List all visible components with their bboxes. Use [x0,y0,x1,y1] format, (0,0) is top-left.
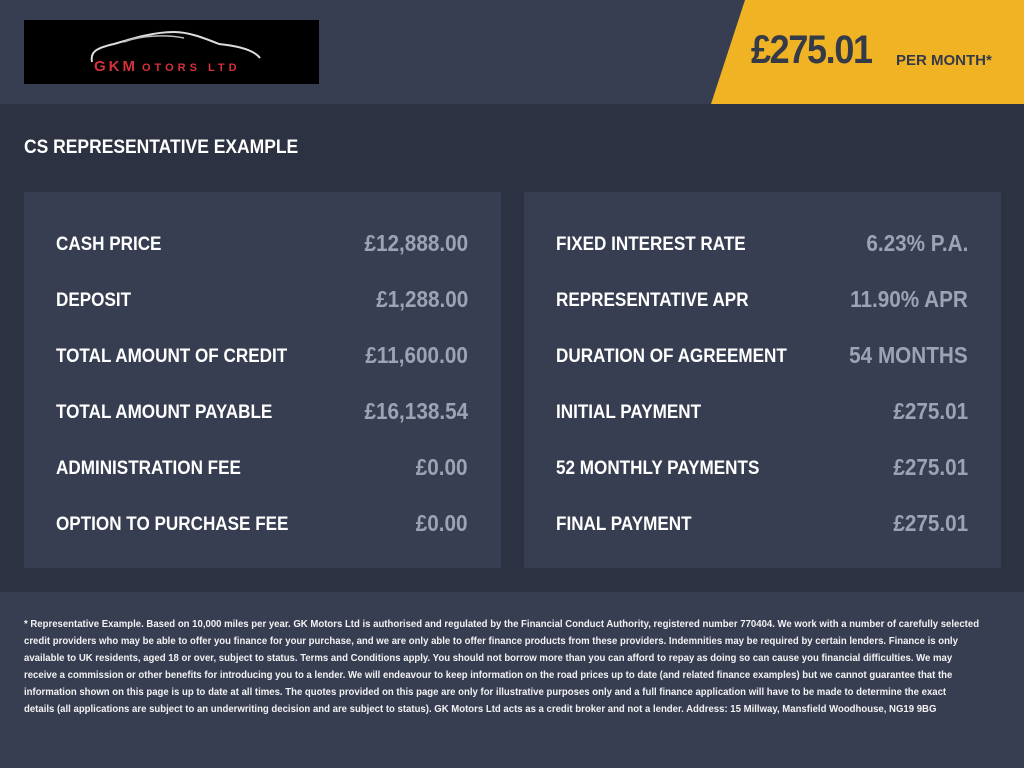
svg-text:OTORS LTD: OTORS LTD [142,62,241,74]
row-value: 54 MONTHS [849,342,968,368]
row-value: £0.00 [416,454,468,480]
finance-row: INITIAL PAYMENT £275.01 [524,390,1001,446]
row-label: DURATION OF AGREEMENT [556,346,787,367]
row-label: INITIAL PAYMENT [556,402,702,423]
gk-motors-logo: GKM OTORS LTD [24,20,319,84]
disclaimer-line: * Representative Example. Based on 10,00… [24,619,980,630]
finance-row: CASH PRICE £12,888.00 [24,222,501,278]
row-value: £275.01 [893,510,968,536]
row-label: TOTAL AMOUNT PAYABLE [56,402,273,423]
per-month-label: PER MONTH* [896,52,992,69]
row-value: 6.23% P.A. [865,230,968,256]
disclaimer: * Representative Example. Based on 10,00… [0,592,1024,768]
disclaimer-line: information shown on this page is up to … [24,687,947,698]
row-value: £0.00 [416,510,468,536]
finance-row: FINAL PAYMENT £275.01 [524,502,1001,558]
row-value: £16,138.54 [364,398,468,424]
row-value: 11.90% APR [850,286,968,312]
finance-row: TOTAL AMOUNT OF CREDIT £11,600.00 [24,334,501,390]
row-label: REPRESENTATIVE APR [556,290,749,311]
finance-row: ADMINISTRATION FEE £0.00 [24,446,501,502]
row-label: 52 MONTHLY PAYMENTS [556,458,760,479]
row-label: FIXED INTEREST RATE [556,234,746,255]
svg-text:GKM: GKM [94,58,138,75]
row-label: FINAL PAYMENT [556,514,692,535]
car-silhouette-icon: GKM OTORS LTD [90,30,261,75]
finance-row: 52 MONTHLY PAYMENTS £275.01 [524,446,1001,502]
finance-row: OPTION TO PURCHASE FEE £0.00 [24,502,501,558]
row-label: CASH PRICE [56,234,162,255]
row-label: ADMINISTRATION FEE [56,458,241,479]
row-value: £1,288.00 [375,286,468,312]
disclaimer-line: details (all applications are subject to… [24,704,937,715]
disclaimer-line: credit providers who may be able to offe… [24,636,958,647]
row-label: TOTAL AMOUNT OF CREDIT [56,346,288,367]
row-label: DEPOSIT [56,290,132,311]
row-value: £275.01 [893,398,968,424]
finance-panel-right: FIXED INTEREST RATE 6.23% P.A. REPRESENTA… [524,192,1001,568]
row-label: OPTION TO PURCHASE FEE [56,514,289,535]
row-value: £12,888.00 [364,230,468,256]
monthly-price-banner: £275.01 PER MONTH* [711,0,1024,104]
disclaimer-line: receive a commission or other benefits f… [24,670,953,681]
finance-row: TOTAL AMOUNT PAYABLE £16,138.54 [24,390,501,446]
header: GKM OTORS LTD £275.01 PER MONTH* [0,0,1024,104]
finance-row: DEPOSIT £1,288.00 [24,278,501,334]
row-value: £275.01 [893,454,968,480]
row-value: £11,600.00 [365,342,468,368]
disclaimer-line: available to UK residents, aged 18 or ov… [24,653,953,664]
finance-panel-left: CASH PRICE £12,888.00 DEPOSIT £1,288.00 TO… [24,192,501,568]
finance-row: REPRESENTATIVE APR 11.90% APR [524,278,1001,334]
page-title: CS REPRESENTATIVE EXAMPLE [24,137,299,158]
monthly-price: £275.01 [751,28,873,72]
finance-row: FIXED INTEREST RATE 6.23% P.A. [524,222,1001,278]
finance-row: DURATION OF AGREEMENT 54 MONTHS [524,334,1001,390]
